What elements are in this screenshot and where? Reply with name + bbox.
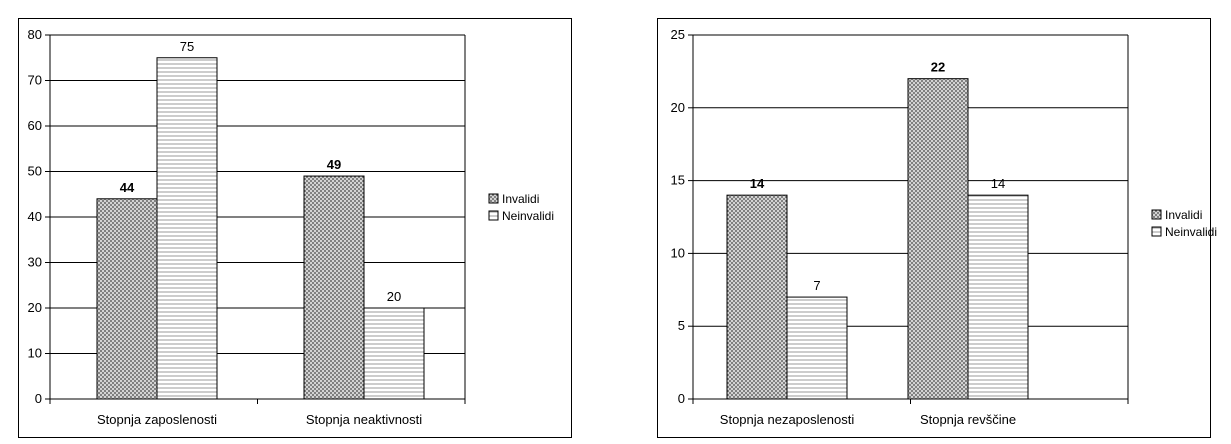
chart-panel-employment: 44 75 Stopnja zaposlenosti 49 20 Stopnja neak…: [18, 18, 572, 438]
y-tick-label: 10: [671, 245, 685, 260]
y-tick-label: 20: [671, 100, 685, 115]
legend-label: Invalidi: [1165, 208, 1202, 222]
bar-invalidi: [96, 198, 158, 400]
bar-neinvalidi: [967, 194, 1029, 400]
y-tick-label: 25: [671, 27, 685, 42]
data-label: 14: [750, 176, 765, 191]
y-tick-label: 40: [28, 209, 42, 224]
y-tick-label: 50: [28, 164, 42, 179]
chart-employment-svg: 44 75 Stopnja zaposlenosti 49 20 Stopnja neak…: [28, 27, 555, 427]
y-tick-label: 5: [678, 318, 685, 333]
y-tick-label: 10: [28, 346, 42, 361]
bar-invalidi: [907, 78, 969, 400]
legend-swatch-invalidi: [488, 193, 499, 204]
bar-neinvalidi: [363, 307, 425, 400]
x-tick-label: Stopnja nezaposlenosti: [720, 412, 855, 427]
data-label: 22: [931, 60, 945, 75]
bar-invalidi: [726, 194, 788, 400]
legend-swatch-invalidi: [1151, 209, 1162, 220]
y-tick-label: 20: [28, 300, 42, 315]
data-label: 75: [180, 39, 194, 54]
legend-label: Invalidi: [502, 192, 539, 206]
data-label: 49: [327, 157, 341, 172]
data-label: 7: [813, 278, 820, 293]
y-tick-label: 0: [678, 391, 685, 406]
legend-swatch-neinvalidi: [1151, 226, 1162, 237]
bar-neinvalidi: [786, 296, 848, 400]
y-tick-label: 70: [28, 73, 42, 88]
legend-label: Neinvalidi: [502, 209, 554, 223]
x-tick-label: Stopnja zaposlenosti: [97, 412, 217, 427]
y-tick-label: 60: [28, 118, 42, 133]
x-tick-label: Stopnja revščine: [920, 412, 1016, 427]
y-tick-label: 0: [35, 391, 42, 406]
legend-swatch-neinvalidi: [488, 210, 499, 221]
chart-panel-poverty: 14 7 Stopnja nezaposlenosti 22 14 Stopnja rev…: [657, 18, 1218, 438]
chart-poverty-svg: 14 7 Stopnja nezaposlenosti 22 14 Stopnja rev…: [671, 27, 1218, 427]
y-tick-label: 80: [28, 27, 42, 42]
data-label: 44: [120, 180, 135, 195]
legend-label: Neinvalidi: [1165, 225, 1217, 239]
data-label: 20: [387, 289, 401, 304]
bar-neinvalidi: [156, 57, 218, 400]
bar-invalidi: [303, 175, 365, 400]
y-tick-label: 30: [28, 255, 42, 270]
data-label: 14: [991, 176, 1005, 191]
y-tick-label: 15: [671, 173, 685, 188]
x-tick-label: Stopnja neaktivnosti: [306, 412, 422, 427]
